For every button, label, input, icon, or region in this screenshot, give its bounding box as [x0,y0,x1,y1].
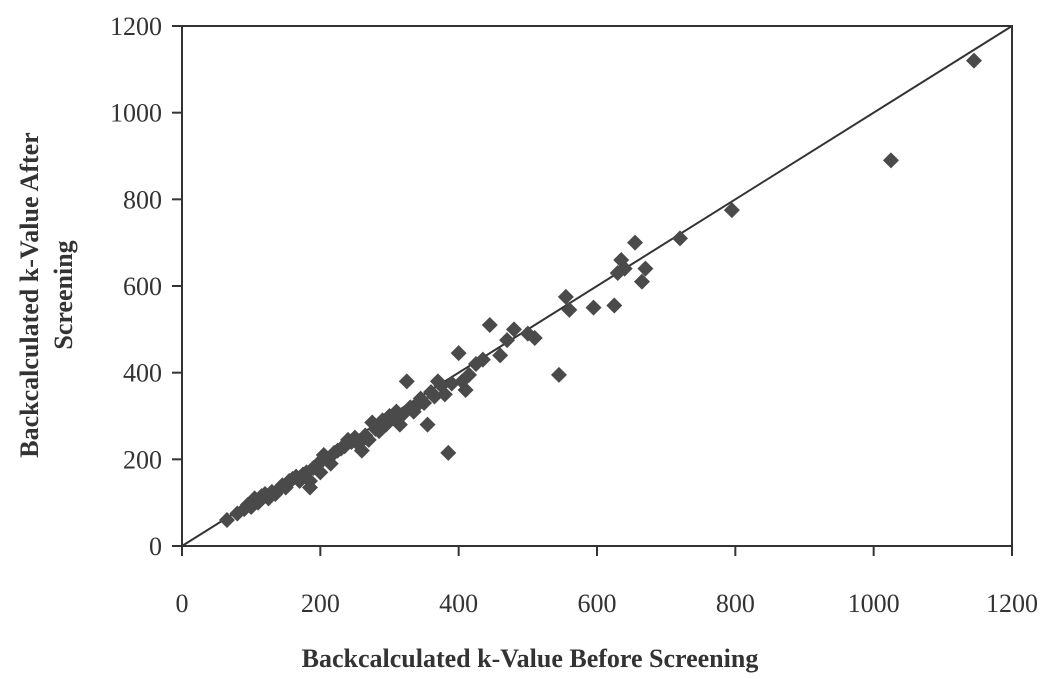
y-axis-title-line2: Screening [49,240,78,349]
y-axis: 0 200 400 600 800 1000 1200 [110,12,182,561]
data-point [723,202,740,219]
x-tick-label: 0 [176,589,189,618]
y-tick-label: 600 [123,272,162,301]
data-point [557,288,574,305]
x-tick-label: 800 [716,589,755,618]
data-point [616,260,633,277]
data-point [526,330,543,346]
x-tick-label: 1000 [848,589,900,618]
data-point [443,375,460,392]
y-tick-label: 0 [149,532,162,561]
x-tick-label: 400 [439,589,478,618]
x-tick-label: 200 [301,589,340,618]
data-point [398,373,415,390]
data-point [450,345,467,362]
data-point [419,416,436,433]
data-point [474,351,491,368]
data-point [627,234,644,251]
y-tick-label: 800 [123,185,162,214]
data-point [416,395,433,411]
data-point [633,273,650,290]
data-point [561,301,578,318]
data-point [360,431,377,448]
data-point [440,444,457,461]
x-axis: 0 200 400 600 800 1000 1200 [176,546,1038,618]
data-point [481,317,498,333]
data-point [301,479,318,496]
data-point [550,366,567,383]
data-point [436,386,453,403]
data-point [218,512,235,528]
data-point [312,464,329,481]
data-point [672,230,688,247]
y-axis-title-line1: Backcalculated k-Value After [15,132,44,457]
x-tick-label: 1200 [986,589,1038,618]
data-points [218,52,982,528]
data-point [457,382,474,398]
x-axis-title: Backcalculated k-Value Before Screening [302,644,759,673]
data-point [353,442,370,459]
data-point [492,347,509,364]
data-point [506,321,522,338]
y-tick-label: 1000 [110,99,162,128]
data-point [499,332,516,349]
data-point [461,366,478,383]
data-point [426,388,443,405]
data-point [882,152,899,169]
x-tick-label: 600 [578,589,617,618]
y-tick-label: 400 [123,359,162,388]
data-point [606,297,623,314]
y-tick-label: 200 [123,445,162,474]
data-point [585,299,602,316]
data-point [637,260,654,277]
y-tick-label: 1200 [110,12,162,41]
data-point [965,52,982,69]
